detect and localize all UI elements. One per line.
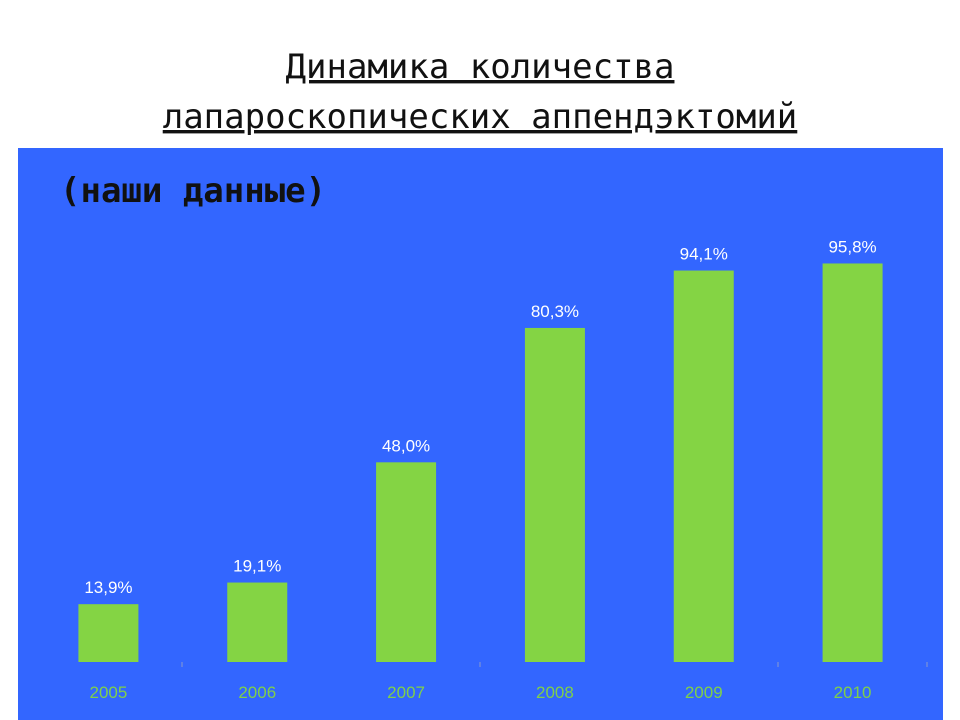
bar [376, 462, 437, 662]
value-label: 95,8% [828, 237, 876, 256]
x-tick-label: 2008 [536, 683, 574, 702]
bar [822, 263, 883, 662]
value-label: 48,0% [382, 436, 430, 455]
category-ticks [181, 662, 928, 667]
x-tick-label: 2005 [90, 683, 128, 702]
title-line: лапароскопических аппендэктомий [163, 97, 798, 137]
title-line: Динамика количества [286, 47, 675, 87]
bar [227, 582, 288, 662]
x-tick-label: 2006 [238, 683, 276, 702]
x-tick-label: 2007 [387, 683, 425, 702]
chart-subtitle: (наши данные) [60, 171, 326, 211]
x-tick-label: 2010 [834, 683, 872, 702]
chart-panel [18, 148, 943, 720]
bar [78, 604, 139, 662]
x-tick-label: 2009 [685, 683, 723, 702]
value-label: 94,1% [680, 245, 728, 264]
value-label: 13,9% [84, 578, 132, 597]
bar [524, 327, 585, 662]
bar [673, 270, 734, 662]
value-label: 19,1% [233, 557, 281, 576]
value-label: 80,3% [531, 302, 579, 321]
